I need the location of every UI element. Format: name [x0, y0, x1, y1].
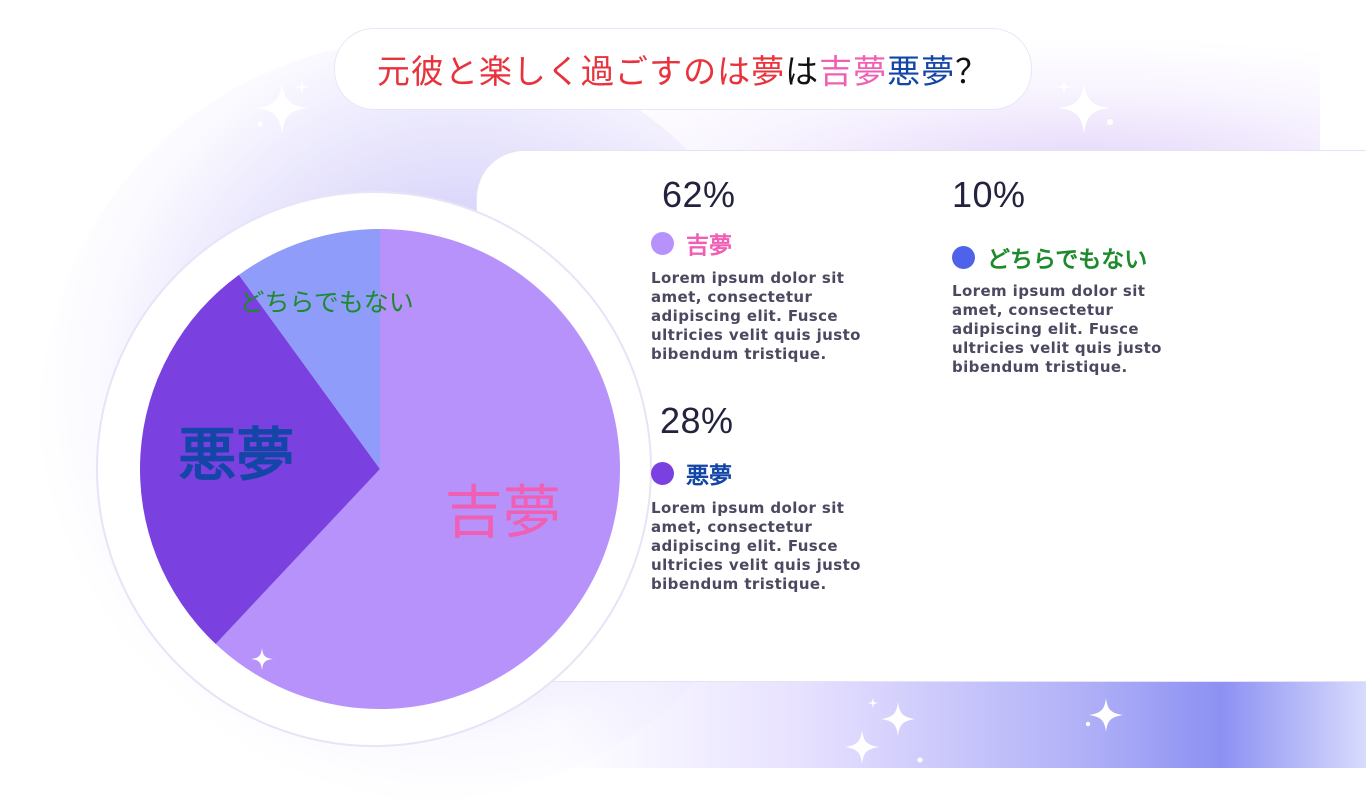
title-segment: 吉夢	[819, 52, 888, 91]
pie-slice-label: どちらでもない	[239, 288, 413, 317]
pie-slice	[140, 274, 380, 644]
stat-percent: 62%	[662, 174, 736, 215]
pie-chart: 吉夢 悪夢 どちらでもない	[140, 229, 621, 709]
sparkle-icon	[256, 80, 309, 134]
pie-slice-label: 悪夢	[178, 421, 294, 489]
sparkle-icon	[245, 648, 273, 675]
stat-description: Lorem ipsum dolor sit amet, consectetur …	[651, 499, 861, 593]
legend-item: 吉夢	[651, 226, 732, 260]
legend-dot-icon	[952, 245, 975, 269]
stat-percent: 10%	[952, 174, 1026, 215]
sparkle-icon	[845, 698, 923, 764]
pie-slice	[215, 229, 621, 709]
legend-label: 吉夢	[686, 232, 732, 259]
title-segment: 元彼と楽しく過ごすのは夢	[376, 52, 786, 91]
title-segment: は	[785, 52, 820, 91]
title-segment: ？	[955, 52, 990, 91]
legend-dot-icon	[651, 231, 674, 255]
title-segment: 悪夢	[887, 52, 956, 91]
stat-percent: 28%	[660, 400, 734, 441]
sparkle-icon	[1057, 80, 1113, 134]
legend-label: どちらでもない	[987, 246, 1148, 273]
stat-description: Lorem ipsum dolor sit amet, consectetur …	[952, 282, 1162, 376]
legend-label: 悪夢	[686, 462, 732, 489]
legend-dot-icon	[651, 461, 674, 485]
sparkle-icon	[1085, 698, 1123, 732]
pie-slice-label: 吉夢	[445, 479, 561, 547]
pie-slice	[238, 229, 380, 469]
stat-description: Lorem ipsum dolor sit amet, consectetur …	[651, 269, 861, 363]
legend-item: 悪夢	[651, 456, 732, 490]
legend-item: どちらでもない	[952, 240, 1147, 274]
page-title: 元彼と楽しく過ごすのは夢は吉夢 悪夢？	[334, 28, 1032, 110]
